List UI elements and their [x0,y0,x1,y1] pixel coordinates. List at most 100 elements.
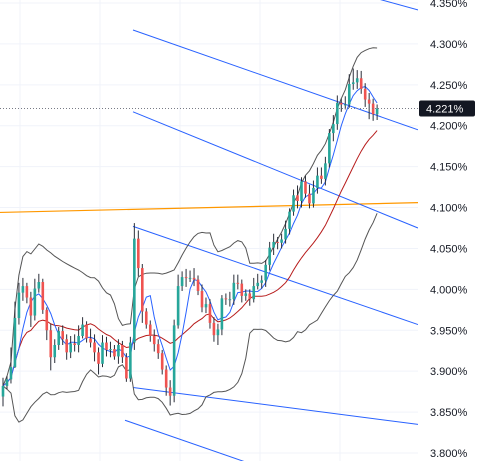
candle-body [121,345,124,358]
candle [45,307,49,341]
candle [196,275,200,296]
candle [248,289,252,306]
candle-body [308,193,311,204]
candle [208,299,212,329]
candle-body [81,324,84,336]
channel-line-5[interactable] [124,419,255,461]
candle [268,241,271,271]
candle [288,208,291,235]
horizontal-level-line[interactable] [0,202,419,214]
candle-body [351,82,355,84]
price-tick-label: 3.800% [430,448,468,460]
candle-body [29,297,33,316]
candle [1,377,5,407]
candle-body [240,283,244,296]
candle [375,104,379,120]
candle [371,98,375,121]
candle-body [137,238,140,269]
candle [133,223,136,350]
candle-body [256,282,260,287]
candle-body [172,325,176,396]
channel-line-2[interactable] [132,111,419,229]
candle-body [280,239,283,243]
candle [156,339,160,359]
candle [272,233,275,255]
candle-body [93,342,96,353]
candle-body [192,277,196,280]
candle-body [292,195,295,212]
current-price-tag: 4.221% [419,100,475,117]
candle-body [328,133,331,164]
candle [33,278,37,321]
price-tick-label: 3.900% [430,366,468,378]
candle [152,329,156,352]
candle [109,341,112,358]
price-tick-label: 3.850% [430,407,468,419]
candle-body [324,163,327,179]
candle [5,376,9,390]
candle-body [57,331,61,345]
candle [41,278,45,314]
candle [29,291,33,327]
candle-body [220,298,224,330]
candle-body [129,342,132,379]
channel-line-4[interactable] [132,387,419,425]
candle-body [200,291,204,308]
candle-body [37,282,41,289]
bollinger-lower-band [2,213,378,423]
candle-body [252,286,256,300]
candle-body [49,330,53,358]
candle-body [340,102,343,105]
candle-body [73,343,76,345]
candle [57,327,61,350]
price-tick-label: 4.200% [430,121,468,133]
candle-body [25,286,29,298]
candle [347,74,351,108]
candle [105,336,108,357]
candle-body [260,280,263,283]
horizontal-level-layer[interactable] [0,202,419,214]
candle [53,339,57,363]
price-tick-label: 4.250% [430,80,468,92]
candle-body [101,342,104,364]
candle-body [180,277,184,287]
candle [244,289,248,301]
candle-body [77,336,80,345]
candle-body [363,88,367,100]
price-tick-label: 4.150% [430,162,468,174]
candle-body [41,282,45,310]
candle [121,340,124,363]
channel-line-3[interactable] [132,225,419,326]
candle [284,220,287,244]
candle [176,274,180,329]
candle [9,347,13,384]
candle-body [300,181,303,201]
candle [81,317,84,339]
candle-body [216,329,220,336]
candle-body [343,104,347,106]
channel-line-1[interactable] [132,29,419,131]
candle [324,156,327,186]
candle-body [113,349,116,357]
candle [21,277,25,301]
candle [355,70,359,89]
candle-body [53,345,57,358]
candle [37,273,41,293]
candle [260,275,263,289]
candle-body [125,357,128,379]
channel-lines-layer[interactable] [124,0,477,461]
price-axis-ticks: 4.350% 4.300% 4.250% 4.200% 4.150% 4.100% 4.05… [430,0,468,460]
candle-body [141,268,144,312]
candle-body [359,78,363,89]
candle-body [228,299,232,301]
candle [49,323,53,371]
candle [137,230,140,277]
candle [69,336,72,359]
candle-body [89,338,92,343]
candle [304,175,307,198]
candle-body [224,298,228,300]
candle [343,96,347,110]
candle [252,277,256,303]
price-axis[interactable]: 4.350% 4.300% 4.250% 4.200% 4.150% 4.100% 4.05… [418,0,486,461]
